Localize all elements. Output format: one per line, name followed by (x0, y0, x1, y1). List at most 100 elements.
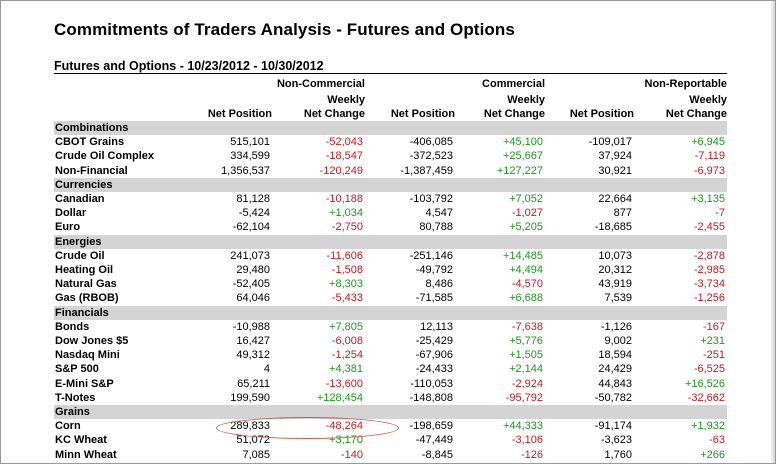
net-position-cell: 1,760 (604, 448, 633, 461)
net-position-cell: 24,429 (598, 363, 633, 376)
weekly-change-cell: +6,688 (509, 292, 544, 305)
row-label: KC Wheat (55, 434, 107, 447)
row-label: Bonds (55, 320, 90, 333)
table-row: Crude Oil Complex 334,599 -18,547 -372,523 +… (54, 149, 727, 163)
row-label: Euro (55, 221, 81, 234)
table-row: Dow Jones $5 16,427 -6,008 -25,429 +5,776 9,0… (54, 334, 727, 348)
table-row: Dollar -5,424 +1,034 4,547 -1,027 877 -7 (54, 206, 727, 220)
table-row: T-Notes 199,590 +128,454 -148,808 -95,792 -50… (54, 391, 727, 405)
net-position-cell: -1,126 (600, 320, 633, 333)
row-label: Dollar (55, 207, 87, 220)
weekly-change-cell: -7,638 (511, 320, 544, 333)
weekly-change-cell: +44,333 (502, 420, 544, 433)
net-position-cell: -25,429 (415, 335, 453, 348)
net-position-cell: 64,046 (236, 292, 270, 305)
weekly-change-cell: +4,494 (509, 264, 544, 277)
report-subtitle: Futures and Options - 10/23/2012 - 10/30… (54, 59, 324, 73)
net-position-cell: 16,427 (236, 335, 270, 348)
weekly-change-cell: +1,932 (691, 420, 726, 433)
weekly-change-cell: -32,662 (687, 391, 726, 404)
net-position-cell: 65,211 (237, 377, 270, 390)
table-row: Heating Oil 29,480 -1,508 -49,792 +4,494 20,3… (54, 263, 727, 277)
group-row: Combinations (54, 121, 728, 136)
weekly-change-cell: +128,454 (316, 391, 363, 404)
net-position-cell: -406,085 (409, 136, 453, 149)
weekly-change-cell: +5,776 (509, 335, 544, 348)
weekly-change-cell: -6,008 (331, 335, 363, 348)
row-label: CBOT Grains (55, 136, 125, 149)
net-position-cell: 1,356,537 (221, 164, 270, 177)
row-label: Crude Oil (55, 249, 105, 262)
group-header-row: Non-Commercial Commercial Non-Reportable (54, 76, 727, 91)
document-title: Commitments of Traders Analysis - Future… (54, 20, 515, 39)
net-position-cell: 22,664 (598, 193, 633, 206)
net-position-cell: 7,539 (604, 292, 633, 305)
net-position-cell: -71,585 (415, 292, 453, 305)
net-position-cell: 4 (263, 363, 270, 376)
weekly-change-cell: -5,433 (331, 292, 363, 305)
weekly-change-cell: +1,034 (329, 207, 363, 220)
table-row: Minn Wheat 7,085 -140 -8,845 -126 1,760 +266 (54, 448, 727, 462)
corn-highlight-ellipse (216, 417, 399, 439)
weekly-change-cell: -1,256 (693, 292, 726, 305)
col-header: Weekly Net Change (303, 94, 365, 120)
group-row: Energies (54, 234, 728, 249)
net-position-cell: 29,480 (236, 264, 270, 277)
col-header: Net Position (207, 108, 272, 120)
weekly-change-cell: +3,135 (691, 193, 726, 206)
net-position-cell: 241,073 (230, 249, 270, 262)
table-row: E-Mini S&P 65,211 -13,600 -110,053 -2,924 44,… (54, 377, 727, 391)
row-label: Nasdaq Mini (55, 349, 120, 362)
net-position-cell: 199,590 (230, 391, 270, 404)
weekly-change-cell: +2,144 (509, 363, 544, 376)
row-label: T-Notes (55, 391, 96, 404)
weekly-change-cell: +7,805 (329, 320, 363, 333)
net-position-cell: -3,623 (600, 434, 633, 447)
weekly-change-cell: -167 (702, 320, 726, 333)
table-row: S&P 500 4 +4,381 -24,433 +2,144 24,429 -6,525 (54, 362, 727, 376)
net-position-cell: 10,073 (598, 249, 633, 262)
group-label: Currencies (54, 177, 728, 193)
net-position-cell: -110,053 (410, 377, 453, 390)
group-label: Combinations (54, 121, 728, 136)
weekly-change-cell: -2,985 (693, 264, 726, 277)
weekly-change-cell: +266 (700, 448, 726, 461)
net-position-cell: 37,924 (598, 150, 633, 163)
row-label: S&P 500 (55, 363, 99, 376)
net-position-cell: 81,128 (236, 193, 270, 206)
table-row: Natural Gas -52,405 +8,303 8,486 -4,570 43,91… (54, 277, 727, 291)
weekly-change-cell: -126 (520, 448, 544, 461)
net-position-cell: -24,433 (415, 363, 453, 376)
group-row: Grains (54, 405, 728, 420)
weekly-change-cell: -4,570 (511, 278, 544, 291)
weekly-change-cell: +25,667 (502, 150, 544, 163)
weekly-change-cell: -2,750 (331, 221, 363, 234)
weekly-change-cell: +7,052 (509, 193, 544, 206)
weekly-change-cell: -2,924 (511, 377, 544, 390)
group-label: Energies (54, 234, 728, 249)
weekly-change-cell: -2,878 (693, 249, 726, 262)
weekly-change-cell: -95,792 (505, 391, 544, 404)
group-header-noncommercial: Non-Commercial (276, 78, 365, 90)
weekly-change-cell: -10,188 (325, 193, 363, 206)
weekly-change-cell: -120,249 (319, 164, 363, 177)
weekly-change-cell: -6,973 (693, 164, 726, 177)
col-header: Weekly Net Change (483, 94, 546, 120)
table-row: Canadian 81,128 -10,188 -103,792 +7,052 22,66… (54, 192, 727, 206)
weekly-change-cell: +1,505 (509, 349, 544, 362)
weekly-change-cell: +4,381 (329, 363, 363, 376)
net-position-cell: 12,113 (420, 320, 453, 333)
table-row: Crude Oil 241,073 -11,606 -251,146 +14,485 10… (54, 249, 727, 263)
weekly-change-cell: -11,606 (326, 249, 364, 262)
weekly-change-cell: +16,526 (684, 377, 726, 390)
subtitle-rule (54, 73, 727, 74)
weekly-change-cell: -2,455 (693, 221, 726, 234)
net-position-cell: -198,659 (409, 420, 453, 433)
net-position-cell: -47,449 (415, 434, 453, 447)
net-position-cell: 80,788 (419, 221, 453, 234)
weekly-change-cell: -1,027 (511, 207, 544, 220)
row-label: Corn (55, 420, 81, 433)
column-header-row: Net Position Weekly Net Change Net Positi… (54, 91, 727, 121)
row-label: Canadian (55, 193, 105, 206)
